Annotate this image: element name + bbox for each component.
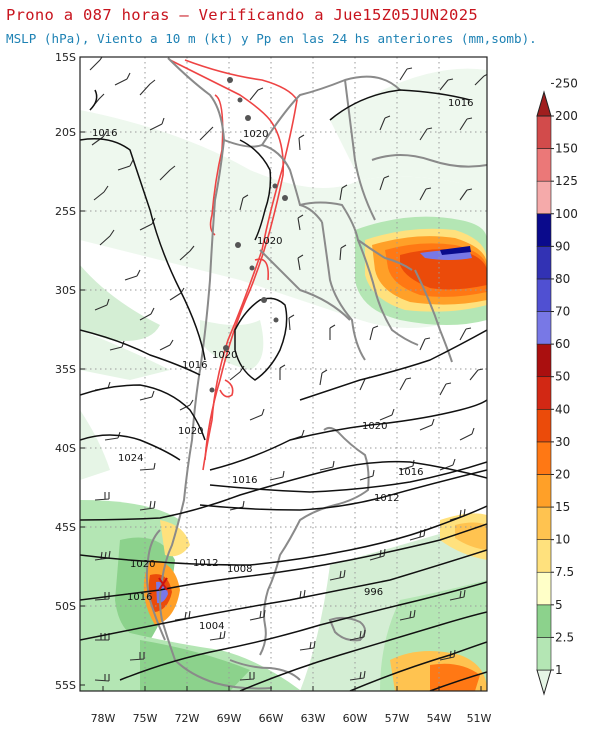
- colorbar-band: [536, 506, 552, 540]
- isobar-label: 1020: [257, 236, 282, 247]
- colorbar-band: [536, 213, 552, 247]
- isobar-value-labels: 1016 1020 1016 1020 1016 1020 1020 1024 …: [92, 98, 473, 632]
- lat-label: 55S: [55, 679, 76, 692]
- colorbar-band: [536, 637, 552, 671]
- colorbar-bottom-triangle: [536, 669, 552, 696]
- colorbar-band: [536, 604, 552, 638]
- isobar-label: 1016: [232, 475, 257, 486]
- lat-label: 50S: [55, 600, 76, 613]
- lon-label: 78W: [91, 712, 116, 725]
- lon-label: 72W: [175, 712, 200, 725]
- colorbar-tick-label: 30: [555, 435, 570, 449]
- isobar-label: 1004: [199, 621, 224, 632]
- lat-label: 20S: [55, 126, 76, 139]
- axis-ticks: [80, 56, 482, 691]
- isobar-lines: [80, 89, 487, 691]
- topography-contours: [169, 59, 298, 471]
- lat-label: 40S: [55, 442, 76, 455]
- colorbar-tick-label: 200: [555, 109, 578, 123]
- colorbar-tick-label: 60: [555, 337, 570, 351]
- lat-label: 45S: [55, 521, 76, 534]
- forecast-subtitle: MSLP (hPa), Viento a 10 m (kt) y Pp en l…: [6, 31, 537, 46]
- colorbar-tick-label: 20: [555, 467, 570, 481]
- longitude-axis-labels: 78W 75W 72W 69W 66W 63W 60W 57W 54W 51W: [91, 712, 492, 725]
- colorbar-band: [536, 148, 552, 182]
- colorbar-band: [536, 115, 552, 149]
- lat-label: 35S: [55, 363, 76, 376]
- colorbar-band: [536, 539, 552, 573]
- lat-label: 15S: [55, 51, 76, 64]
- colorbar-top-triangle: [536, 90, 552, 117]
- colorbar-tick-label: 10: [555, 533, 570, 547]
- isobar-label: 1024: [118, 453, 143, 464]
- colorbar-tick-label: 250: [555, 76, 578, 90]
- colorbar-tick-label: 80: [555, 272, 570, 286]
- isobar-label: 1012: [193, 558, 218, 569]
- colorbar-band: [536, 278, 552, 312]
- colorbar-tick-label: 40: [555, 402, 570, 416]
- lat-label: 25S: [55, 205, 76, 218]
- colorbar-tick-label: 90: [555, 239, 570, 253]
- wind-barbs: [89, 57, 487, 682]
- colorbar-tick-label: 7.5: [555, 565, 574, 579]
- precipitation-colorbar: 1 2.5 5 7.5 10 15 20 30 40 50 60 70 80 90 100 125 150 200…: [536, 76, 578, 696]
- isobar-label: 1020: [130, 559, 155, 570]
- isobar-label: 1020: [362, 421, 387, 432]
- colorbar-band: [536, 408, 552, 443]
- isobar-label: 1020: [178, 426, 203, 437]
- lon-label: 51W: [467, 712, 492, 725]
- colorbar-tick-label: 125: [555, 174, 578, 188]
- isobar-label: 1016: [448, 98, 473, 109]
- colorbar-tick-label: 100: [555, 207, 578, 221]
- colorbar-band: [536, 246, 552, 280]
- colorbar-tick-label: 150: [555, 142, 578, 156]
- forecast-title: Prono a 087 horas — Verificando a Jue15Z…: [6, 6, 478, 24]
- colorbar-tick-label: 1: [555, 663, 563, 677]
- colorbar-band: [536, 311, 552, 345]
- colorbar-band: [536, 474, 552, 508]
- latitude-axis-labels: 15S 20S 25S 30S 35S 40S 45S 50S 55S: [55, 51, 76, 692]
- colorbar-tick-label: 50: [555, 370, 570, 384]
- isobar-label: 1020: [243, 129, 268, 140]
- lat-label: 30S: [55, 284, 76, 297]
- lon-label: 69W: [217, 712, 242, 725]
- colorbar-band: [536, 441, 552, 475]
- lon-label: 66W: [259, 712, 284, 725]
- colorbar-band: [536, 343, 552, 378]
- map-panel: 1016 1020 1016 1020 1016 1020 1020 1024 …: [80, 57, 487, 691]
- colorbar-tick-label: 2.5: [555, 630, 574, 644]
- colorbar-band: [536, 376, 552, 410]
- lon-label: 54W: [427, 712, 452, 725]
- isobar-label: 1016: [398, 467, 423, 478]
- lon-label: 57W: [385, 712, 410, 725]
- terrain-contour-blobs: [209, 77, 288, 393]
- low-pressure-marker: [158, 577, 168, 591]
- lon-label: 63W: [301, 712, 326, 725]
- lon-label: 60W: [343, 712, 368, 725]
- lon-label: 75W: [133, 712, 158, 725]
- colorbar-tick-label: 15: [555, 500, 570, 514]
- isobar-label: 1016: [127, 592, 152, 603]
- colorbar-band: [536, 180, 552, 215]
- isobar-label: 1012: [374, 493, 399, 504]
- isobar-label: 1008: [227, 564, 252, 575]
- isobar-label: 1020: [212, 350, 237, 361]
- country-borders: [145, 57, 487, 690]
- precipitation-shading: [80, 68, 487, 691]
- map-frame: [79, 56, 488, 692]
- isobar-label: 1016: [182, 360, 207, 371]
- colorbar-tick-label: 5: [555, 598, 563, 612]
- colorbar-tick-label: 70: [555, 305, 570, 319]
- isobar-label: 1016: [92, 128, 117, 139]
- isobar-label: 996: [364, 587, 383, 598]
- colorbar-band: [536, 571, 552, 606]
